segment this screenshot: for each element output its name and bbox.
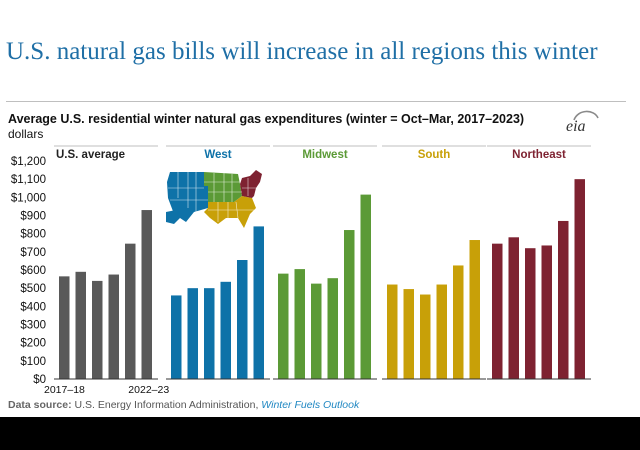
bar — [436, 284, 447, 379]
bar — [541, 245, 552, 379]
y-tick-label: $700 — [20, 247, 46, 259]
bar — [59, 276, 70, 379]
bar — [344, 230, 355, 379]
y-tick-label: $500 — [20, 283, 46, 295]
bar — [525, 248, 536, 379]
bar — [420, 294, 431, 379]
bar — [253, 226, 264, 379]
panel-title: Northeast — [512, 149, 566, 161]
panel-title: Midwest — [302, 149, 348, 161]
map-region-west — [167, 172, 208, 222]
eia-logo-text: eia — [566, 118, 586, 135]
map-region-alaska — [166, 210, 180, 224]
bar — [204, 288, 215, 379]
y-tick-label: $800 — [20, 229, 46, 241]
y-tick-label: $200 — [20, 338, 46, 350]
bar — [92, 280, 103, 379]
bar — [574, 179, 585, 379]
source-label: Data source: — [8, 399, 72, 411]
bar — [187, 288, 198, 379]
panel-title: U.S. average — [56, 149, 125, 161]
bar — [327, 278, 338, 379]
bar — [141, 210, 152, 379]
bar — [237, 260, 248, 379]
bar — [492, 243, 503, 379]
y-tick-label: $900 — [20, 211, 46, 223]
bar — [125, 243, 136, 379]
bar — [75, 271, 86, 379]
y-tick-label: $1,200 — [11, 156, 46, 168]
y-tick-label: $1,100 — [11, 174, 46, 186]
units-label: dollars — [8, 127, 44, 141]
eia-logo-icon — [573, 110, 599, 121]
y-tick-label: $400 — [20, 301, 46, 313]
bar — [220, 281, 231, 379]
y-tick-label: $300 — [20, 320, 46, 332]
map-region-midwest — [204, 172, 242, 202]
x-tick-label: 2022–23 — [128, 384, 169, 396]
source-agency: U.S. Energy Information Administration, — [74, 399, 259, 411]
bar — [387, 284, 398, 379]
x-tick-label: 2017–18 — [44, 384, 85, 396]
source-note: Data source: U.S. Energy Information Adm… — [8, 399, 359, 411]
source-publication-link[interactable]: Winter Fuels Outlook — [261, 399, 360, 411]
bar — [360, 194, 371, 379]
bar — [108, 274, 119, 379]
bar — [558, 220, 569, 379]
us-regions-map — [166, 170, 262, 228]
map-region-northeast — [240, 170, 262, 198]
map-region-south — [204, 196, 256, 228]
bar — [278, 273, 289, 379]
bar — [294, 269, 305, 379]
headline: U.S. natural gas bills will increase in … — [6, 38, 598, 65]
y-tick-label: $0 — [33, 374, 46, 386]
y-tick-label: $100 — [20, 356, 46, 368]
bar — [311, 283, 322, 379]
bar-chart: $0 $100 $200 $300 $400 $500 $600 $700 $800 $900 $1… — [11, 145, 591, 396]
panel-title: South — [418, 149, 451, 161]
chart-subtitle: Average U.S. residential winter natural … — [8, 112, 525, 126]
y-tick-label: $1,000 — [11, 192, 46, 204]
panel-title: West — [204, 149, 231, 161]
slide: U.S. natural gas bills will increase in … — [0, 0, 640, 417]
bar — [508, 237, 519, 379]
bar — [469, 240, 480, 379]
divider — [6, 101, 626, 102]
y-tick-label: $600 — [20, 265, 46, 277]
bar — [171, 295, 182, 379]
bar — [453, 265, 464, 379]
bar — [403, 289, 414, 379]
